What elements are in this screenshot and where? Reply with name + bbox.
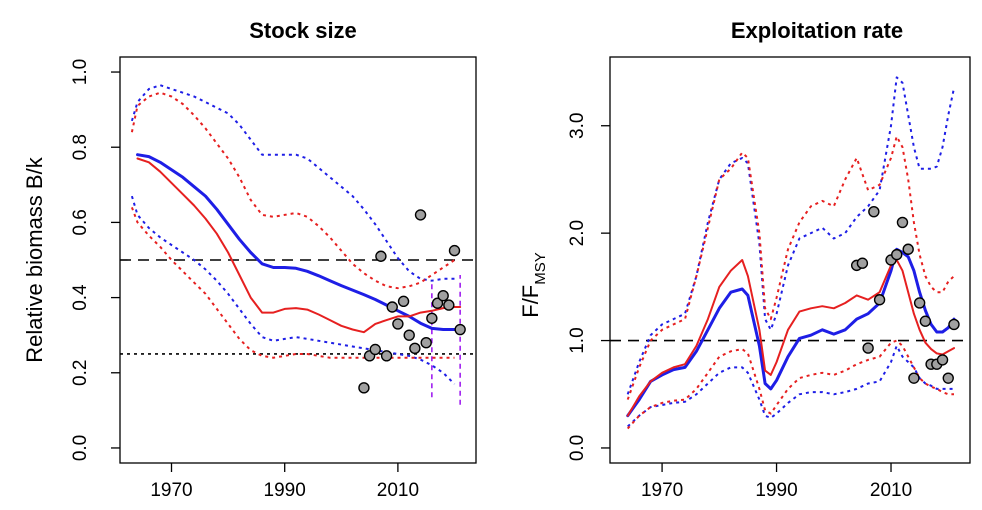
series-red-lower [130, 207, 455, 359]
observation-point [392, 318, 404, 330]
observation-point [919, 315, 932, 327]
y-tick-label: 1.0 [70, 59, 91, 85]
stock-size-y-axis-label: Relative biomass B/k [22, 156, 47, 362]
observation-point [913, 297, 926, 309]
observation-point [386, 301, 398, 313]
observation-point [891, 248, 903, 261]
stock-size-panel: Stock size Relative biomass B/k 1970 1990… [22, 18, 477, 501]
stock-size-marks: 1970 1990 2010 0.0 0.2 0.4 0.6 0.8 1.0 [70, 59, 476, 501]
observation-point [454, 323, 466, 336]
y-tick-label: 0.6 [70, 209, 91, 235]
observation-point [414, 209, 427, 221]
series-red-median [136, 157, 462, 334]
exploitation-rate-title: Exploitation rate [731, 18, 903, 43]
y-tick-label: 0.0 [70, 435, 91, 461]
series-red-upper [626, 135, 955, 400]
y-tick-label: 0.0 [567, 435, 588, 461]
y-tick-label: 0.8 [70, 134, 91, 160]
observation-point [942, 372, 954, 384]
stock-size-title: Stock size [249, 18, 357, 43]
y-tick-label: 0.2 [70, 360, 91, 386]
series-blue-median [136, 153, 462, 331]
observation-point [862, 342, 874, 354]
y-tick-label: 3.0 [567, 113, 588, 139]
series-blue-lower [130, 195, 456, 385]
stock-size-plot-frame [119, 56, 477, 464]
observation-point [409, 342, 421, 355]
observation-point [403, 329, 415, 341]
y-tick-label: 2.0 [567, 220, 588, 246]
x-tick-label: 1990 [264, 480, 306, 501]
y-tick-label: 1.0 [567, 327, 588, 353]
observation-point [936, 354, 949, 366]
observation-point [873, 294, 886, 306]
observation-point [868, 205, 880, 218]
exploitation-rate-marks: 1970 1990 2010 0.0 1.0 2.0 3.0 [567, 76, 970, 501]
observation-point [369, 343, 381, 356]
observation-point [948, 318, 960, 331]
observation-point [431, 297, 444, 309]
observation-point [380, 350, 393, 362]
x-tick-label: 1970 [641, 480, 683, 501]
exploitation-rate-y-axis-label: F/FMSY [518, 252, 549, 318]
series-blue-median [626, 247, 956, 418]
x-tick-label: 1990 [755, 480, 797, 501]
exploitation-rate-plot-frame [609, 56, 971, 464]
observation-point [420, 337, 432, 349]
y-label-subscript: MSY [532, 252, 549, 285]
observation-point [375, 250, 387, 262]
exploitation-rate-panel: Exploitation rate F/FMSY 1970 1990 2010 0.0… [518, 18, 971, 501]
observation-point [908, 372, 920, 384]
y-label-main: F/F [518, 285, 543, 318]
y-tick-label: 0.4 [70, 284, 91, 311]
observation-point [437, 290, 449, 302]
observation-point [448, 244, 461, 257]
observation-point [902, 243, 914, 255]
observation-point [397, 295, 410, 308]
series-red-median [626, 259, 955, 417]
series-blue-upper [626, 76, 955, 395]
x-tick-label: 2010 [377, 480, 419, 501]
observation-point [358, 382, 370, 394]
x-tick-label: 1970 [150, 480, 192, 501]
series-blue-upper [130, 84, 455, 282]
observation-point [426, 312, 438, 324]
x-tick-label: 2010 [870, 480, 912, 501]
observation-point [896, 216, 909, 229]
observation-point [856, 257, 869, 269]
observation-point [443, 299, 455, 311]
